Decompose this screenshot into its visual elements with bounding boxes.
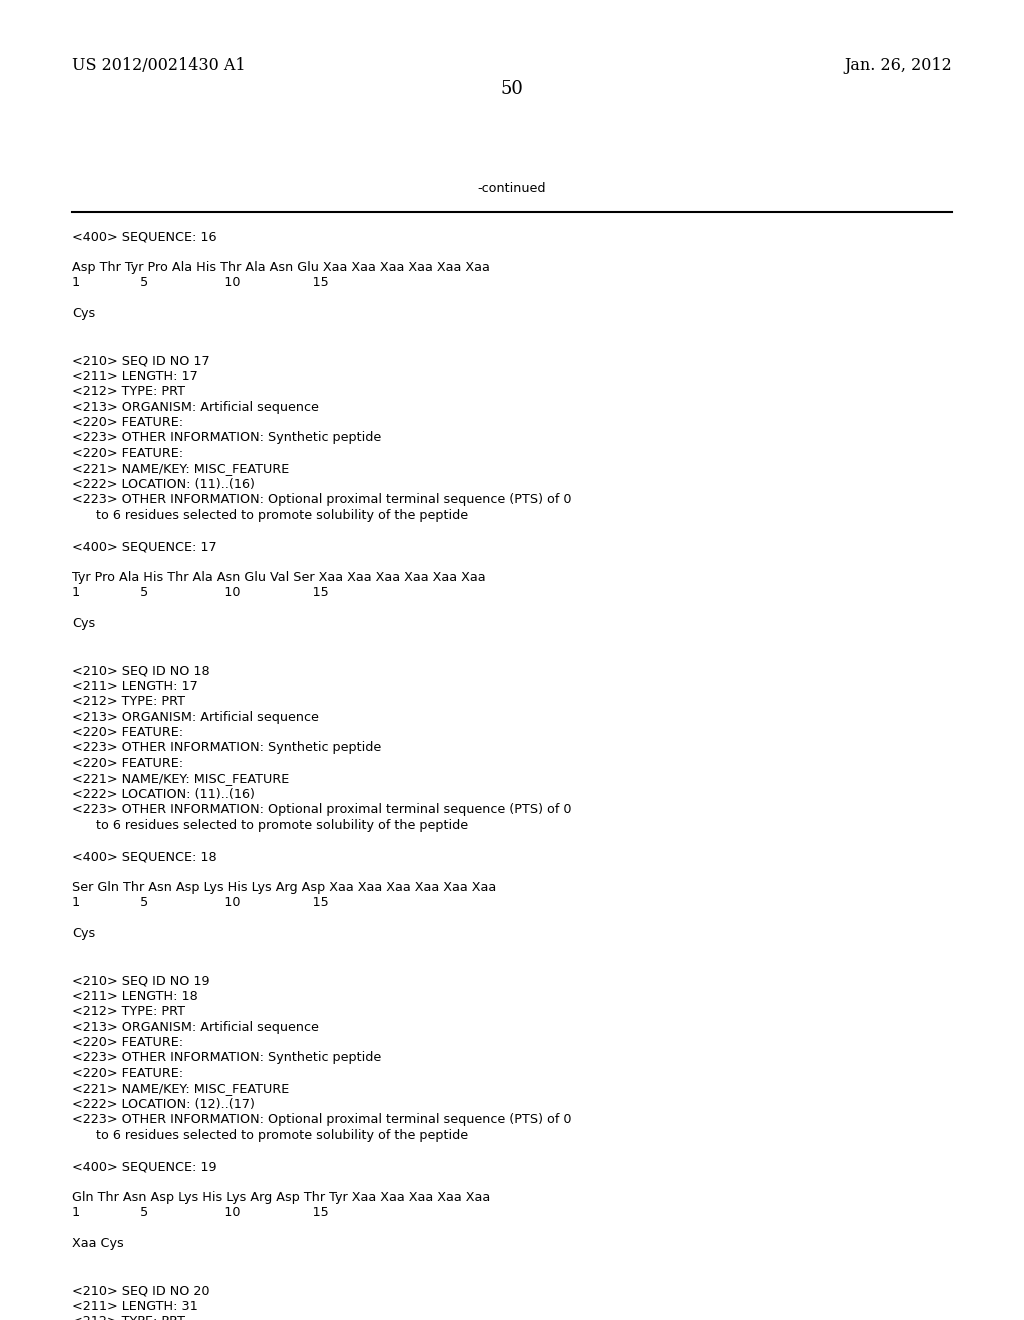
Text: Ser Gln Thr Asn Asp Lys His Lys Arg Asp Xaa Xaa Xaa Xaa Xaa Xaa: Ser Gln Thr Asn Asp Lys His Lys Arg Asp … (72, 880, 497, 894)
Text: <221> NAME/KEY: MISC_FEATURE: <221> NAME/KEY: MISC_FEATURE (72, 462, 289, 475)
Text: <212> TYPE: PRT: <212> TYPE: PRT (72, 1005, 185, 1018)
Text: <211> LENGTH: 17: <211> LENGTH: 17 (72, 680, 198, 693)
Text: 1               5                   10                  15: 1 5 10 15 (72, 896, 329, 909)
Text: <220> FEATURE:: <220> FEATURE: (72, 756, 183, 770)
Text: <223> OTHER INFORMATION: Optional proximal terminal sequence (PTS) of 0: <223> OTHER INFORMATION: Optional proxim… (72, 804, 571, 817)
Text: <400> SEQUENCE: 16: <400> SEQUENCE: 16 (72, 230, 216, 243)
Text: Tyr Pro Ala His Thr Ala Asn Glu Val Ser Xaa Xaa Xaa Xaa Xaa Xaa: Tyr Pro Ala His Thr Ala Asn Glu Val Ser … (72, 572, 485, 583)
Text: to 6 residues selected to promote solubility of the peptide: to 6 residues selected to promote solubi… (72, 818, 468, 832)
Text: <223> OTHER INFORMATION: Synthetic peptide: <223> OTHER INFORMATION: Synthetic pepti… (72, 742, 381, 755)
Text: to 6 residues selected to promote solubility of the peptide: to 6 residues selected to promote solubi… (72, 1129, 468, 1142)
Text: <210> SEQ ID NO 20: <210> SEQ ID NO 20 (72, 1284, 210, 1298)
Text: <213> ORGANISM: Artificial sequence: <213> ORGANISM: Artificial sequence (72, 1020, 318, 1034)
Text: 1               5                   10                  15: 1 5 10 15 (72, 1206, 329, 1220)
Text: <222> LOCATION: (11)..(16): <222> LOCATION: (11)..(16) (72, 478, 255, 491)
Text: <223> OTHER INFORMATION: Optional proximal terminal sequence (PTS) of 0: <223> OTHER INFORMATION: Optional proxim… (72, 1114, 571, 1126)
Text: <212> TYPE: PRT: <212> TYPE: PRT (72, 1315, 185, 1320)
Text: <212> TYPE: PRT: <212> TYPE: PRT (72, 696, 185, 708)
Text: <223> OTHER INFORMATION: Synthetic peptide: <223> OTHER INFORMATION: Synthetic pepti… (72, 1052, 381, 1064)
Text: <213> ORGANISM: Artificial sequence: <213> ORGANISM: Artificial sequence (72, 710, 318, 723)
Text: <223> OTHER INFORMATION: Synthetic peptide: <223> OTHER INFORMATION: Synthetic pepti… (72, 432, 381, 445)
Text: Cys: Cys (72, 928, 95, 940)
Text: Xaa Cys: Xaa Cys (72, 1238, 124, 1250)
Text: <222> LOCATION: (11)..(16): <222> LOCATION: (11)..(16) (72, 788, 255, 801)
Text: <212> TYPE: PRT: <212> TYPE: PRT (72, 385, 185, 399)
Text: <220> FEATURE:: <220> FEATURE: (72, 726, 183, 739)
Text: to 6 residues selected to promote solubility of the peptide: to 6 residues selected to promote solubi… (72, 510, 468, 521)
Text: Cys: Cys (72, 618, 95, 631)
Text: 1               5                   10                  15: 1 5 10 15 (72, 276, 329, 289)
Text: <213> ORGANISM: Artificial sequence: <213> ORGANISM: Artificial sequence (72, 400, 318, 413)
Text: <400> SEQUENCE: 19: <400> SEQUENCE: 19 (72, 1160, 216, 1173)
Text: 50: 50 (501, 81, 523, 98)
Text: US 2012/0021430 A1: US 2012/0021430 A1 (72, 57, 246, 74)
Text: Asp Thr Tyr Pro Ala His Thr Ala Asn Glu Xaa Xaa Xaa Xaa Xaa Xaa: Asp Thr Tyr Pro Ala His Thr Ala Asn Glu … (72, 261, 489, 275)
Text: <210> SEQ ID NO 17: <210> SEQ ID NO 17 (72, 354, 210, 367)
Text: Gln Thr Asn Asp Lys His Lys Arg Asp Thr Tyr Xaa Xaa Xaa Xaa Xaa: Gln Thr Asn Asp Lys His Lys Arg Asp Thr … (72, 1191, 490, 1204)
Text: <222> LOCATION: (12)..(17): <222> LOCATION: (12)..(17) (72, 1098, 255, 1111)
Text: <221> NAME/KEY: MISC_FEATURE: <221> NAME/KEY: MISC_FEATURE (72, 1082, 289, 1096)
Text: <211> LENGTH: 17: <211> LENGTH: 17 (72, 370, 198, 383)
Text: Jan. 26, 2012: Jan. 26, 2012 (844, 57, 952, 74)
Text: <400> SEQUENCE: 17: <400> SEQUENCE: 17 (72, 540, 217, 553)
Text: <220> FEATURE:: <220> FEATURE: (72, 447, 183, 459)
Text: <220> FEATURE:: <220> FEATURE: (72, 1036, 183, 1049)
Text: <400> SEQUENCE: 18: <400> SEQUENCE: 18 (72, 850, 217, 863)
Text: -continued: -continued (478, 182, 546, 195)
Text: <210> SEQ ID NO 19: <210> SEQ ID NO 19 (72, 974, 210, 987)
Text: Cys: Cys (72, 308, 95, 321)
Text: <220> FEATURE:: <220> FEATURE: (72, 1067, 183, 1080)
Text: <211> LENGTH: 18: <211> LENGTH: 18 (72, 990, 198, 1002)
Text: <220> FEATURE:: <220> FEATURE: (72, 416, 183, 429)
Text: <223> OTHER INFORMATION: Optional proximal terminal sequence (PTS) of 0: <223> OTHER INFORMATION: Optional proxim… (72, 494, 571, 507)
Text: <221> NAME/KEY: MISC_FEATURE: <221> NAME/KEY: MISC_FEATURE (72, 772, 289, 785)
Text: 1               5                   10                  15: 1 5 10 15 (72, 586, 329, 599)
Text: <210> SEQ ID NO 18: <210> SEQ ID NO 18 (72, 664, 210, 677)
Text: <211> LENGTH: 31: <211> LENGTH: 31 (72, 1299, 198, 1312)
